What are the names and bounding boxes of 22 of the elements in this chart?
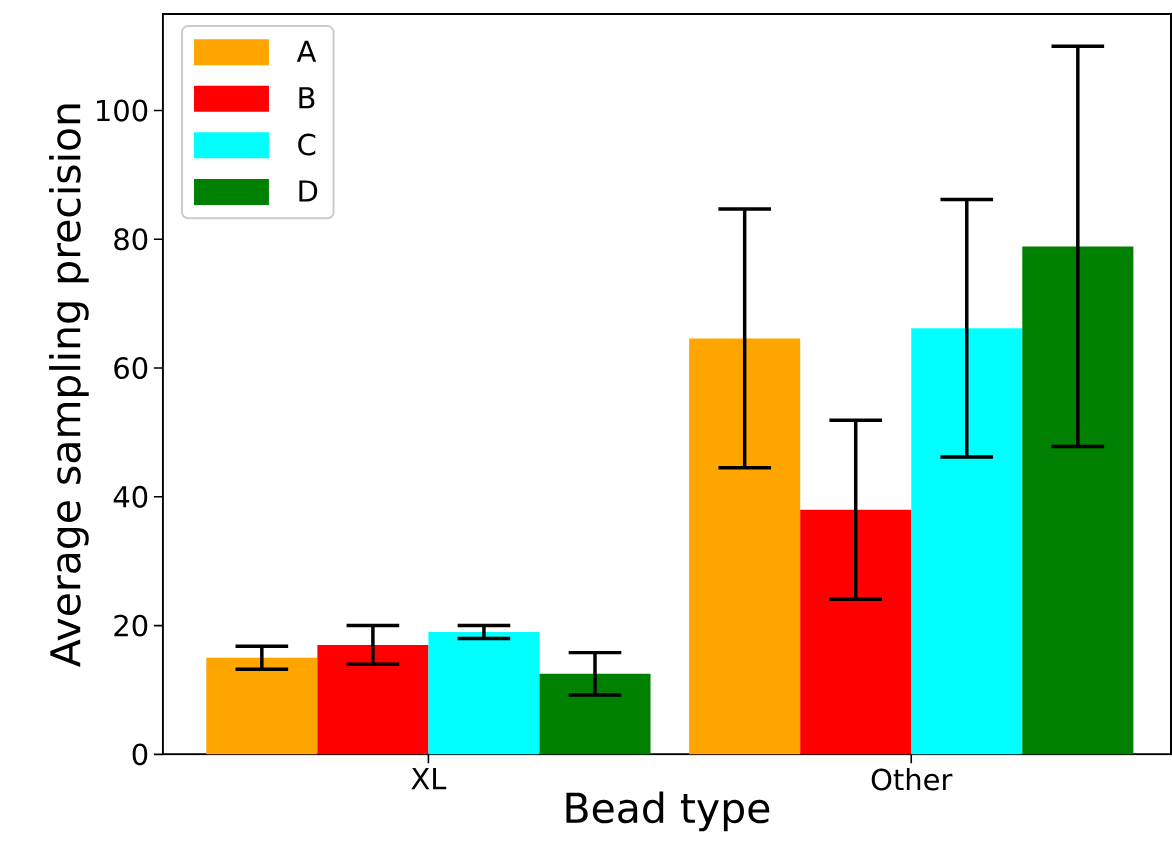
y-tick-label: 40 (113, 485, 148, 508)
legend-label: D (299, 180, 318, 202)
legend-label: A (296, 40, 317, 62)
y-tick-label: 0 (132, 743, 148, 766)
y-tick-label: 60 (114, 356, 148, 379)
bar (911, 328, 1023, 755)
bar (800, 509, 912, 755)
y-tick-label: 20 (114, 614, 148, 637)
y-tick-label: 80 (114, 228, 148, 251)
bar (206, 657, 318, 755)
bar (317, 644, 429, 755)
x-tick-label: XL (411, 767, 447, 790)
bar (428, 631, 540, 755)
legend-label: C (298, 133, 316, 156)
x-axis-title: Bead type (566, 791, 770, 832)
bar (1022, 246, 1134, 755)
bar (539, 673, 651, 755)
y-tick-label: 100 (97, 99, 148, 122)
legend-label: B (299, 87, 315, 109)
x-tick-label: Other (871, 767, 953, 791)
y-axis-title: Average sampling precision (49, 104, 89, 667)
bar (689, 338, 801, 755)
